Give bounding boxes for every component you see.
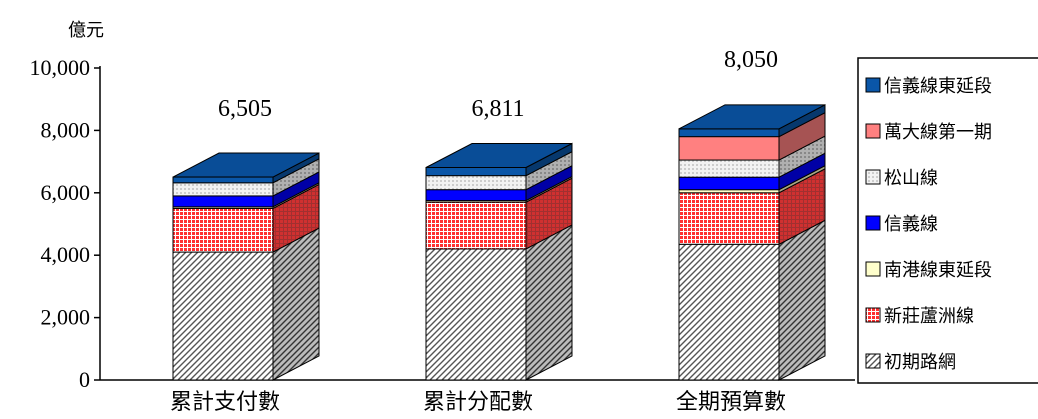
legend-frame	[857, 57, 1038, 384]
bar-segment	[678, 136, 780, 161]
legend-label: 萬大線第一期	[884, 122, 992, 143]
bar-segment	[678, 192, 780, 245]
y-axis-unit-label: 億元	[68, 20, 104, 41]
category-label: 累計分配數	[423, 390, 533, 415]
bar-segment	[172, 176, 274, 184]
bar-segment	[678, 243, 780, 381]
y-tick-label: 4,000	[41, 242, 91, 267]
bar-segment	[425, 201, 527, 250]
bar-top	[172, 152, 320, 178]
total-label: 6,811	[471, 96, 524, 122]
bar-top	[678, 104, 826, 130]
bar-segment	[678, 128, 780, 138]
bar-segment-side	[778, 219, 826, 381]
y-tick-label: 2,000	[41, 305, 91, 330]
legend-label: 新莊蘆洲線	[884, 306, 974, 327]
legend-swatch	[865, 77, 881, 93]
bar-segment	[425, 189, 527, 202]
legend-label: 信義線東延段	[884, 76, 992, 97]
legend-label: 南港線東延段	[884, 260, 992, 281]
bar-segment-side	[272, 227, 320, 381]
legend-label: 初期路網	[884, 352, 956, 373]
legend-swatch	[865, 123, 881, 139]
bar-top	[425, 142, 573, 168]
category-label: 全期預算數	[676, 390, 786, 415]
y-tick-label: 0	[79, 367, 90, 392]
total-labels: 6,505 6,811 8,050	[218, 47, 778, 122]
bar-segment	[425, 175, 527, 191]
bar-segment	[172, 207, 274, 253]
bar-segment-side	[525, 224, 573, 381]
y-axis: 0 2,000 4,000 6,000 8,000 10,000	[30, 55, 101, 392]
legend-swatch	[865, 307, 881, 323]
bar-segment	[425, 166, 527, 177]
bar-segment	[172, 182, 274, 197]
bar-stack	[425, 142, 573, 381]
legend-label: 信義線	[884, 214, 938, 235]
y-tick-label: 8,000	[41, 117, 91, 142]
category-label: 累計支付數	[170, 390, 280, 415]
category-labels: 累計支付數 累計分配數 全期預算數	[170, 390, 786, 415]
bar-segment	[172, 251, 274, 381]
legend-swatch	[865, 169, 881, 185]
legend-label: 松山線	[884, 168, 938, 189]
legend-swatch	[865, 215, 881, 231]
bar-segment	[678, 159, 780, 178]
legend-swatch	[865, 261, 881, 277]
bar-segment	[172, 195, 274, 208]
total-label: 8,050	[724, 47, 778, 73]
legend-swatch	[865, 353, 881, 369]
y-tick-label: 6,000	[41, 180, 91, 205]
bars-group	[172, 104, 826, 381]
bar-stack	[678, 104, 826, 381]
y-tick-label: 10,000	[30, 55, 91, 80]
bar-segment	[678, 176, 780, 191]
total-label: 6,505	[218, 96, 272, 122]
bar-stack	[172, 152, 320, 381]
bar-segment	[425, 248, 527, 381]
